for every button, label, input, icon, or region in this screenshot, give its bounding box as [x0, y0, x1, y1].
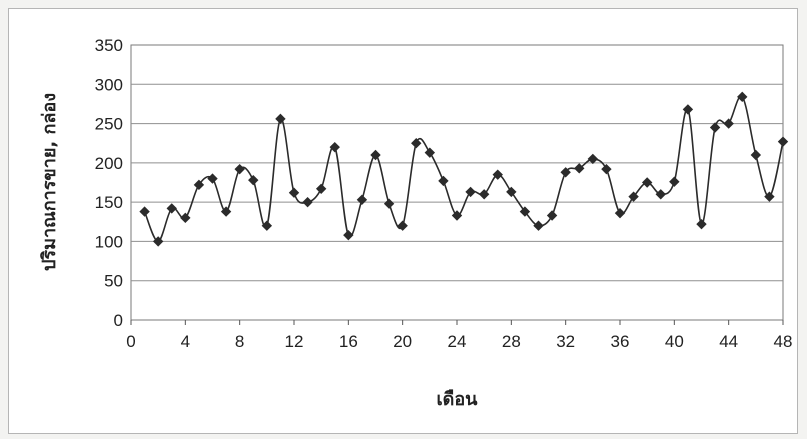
data-point	[451, 210, 463, 221]
data-point	[655, 189, 666, 200]
data-point	[574, 163, 585, 174]
data-point	[682, 104, 694, 115]
data-point	[383, 198, 395, 209]
x-tick-label: 8	[235, 332, 244, 351]
y-tick-label: 0	[114, 311, 123, 330]
x-tick-label: 44	[719, 332, 738, 351]
plot-area	[130, 44, 784, 321]
y-tick-labels: 0 50 100 150 200 250 300 350	[95, 36, 123, 330]
data-point	[248, 174, 259, 186]
y-tick-label: 100	[95, 232, 123, 251]
y-axis-title: ปริมาณการขาย, กล่อง	[39, 93, 60, 271]
x-tick-label: 40	[665, 332, 684, 351]
data-point	[193, 179, 205, 191]
x-tick-label: 28	[502, 332, 521, 351]
data-point	[628, 191, 639, 202]
data-point	[397, 220, 408, 231]
data-point	[669, 176, 680, 187]
data-point	[220, 206, 232, 217]
data-point	[465, 186, 476, 198]
data-point	[614, 207, 626, 219]
data-point	[261, 220, 273, 231]
x-tick-label: 16	[339, 332, 358, 351]
data-point	[764, 191, 775, 202]
data-point	[234, 163, 245, 175]
data-point	[139, 206, 150, 217]
chart-frame: 0 50 100 150 200 250 300 350 0 4 8 12 16 20 24 28 32 36 4…	[8, 8, 798, 434]
y-tick-label: 300	[95, 75, 123, 94]
data-point	[302, 196, 313, 208]
x-tick-label: 48	[774, 332, 793, 351]
y-tick-label: 200	[95, 154, 123, 173]
x-tick-label: 32	[556, 332, 575, 351]
x-axis-title: เดือน	[437, 389, 479, 410]
y-tick-label: 250	[95, 115, 123, 134]
y-tick-label: 350	[95, 36, 123, 55]
y-tick-label: 150	[95, 193, 123, 212]
data-point	[560, 167, 571, 178]
data-point	[641, 177, 653, 188]
y-tick-label: 50	[104, 272, 123, 291]
data-point	[723, 118, 734, 129]
data-point	[737, 91, 748, 103]
data-point	[166, 203, 177, 214]
data-point	[288, 187, 300, 198]
data-point	[777, 136, 789, 147]
data-point	[356, 194, 368, 205]
data-point	[329, 141, 340, 153]
x-tick-label: 20	[393, 332, 412, 351]
data-point	[411, 138, 422, 149]
data-point	[533, 220, 544, 231]
x-tick-label: 36	[611, 332, 630, 351]
data-point	[546, 210, 558, 221]
data-point	[275, 113, 286, 125]
x-tick-label: 4	[181, 332, 190, 351]
data-point	[207, 173, 218, 184]
data-markers	[139, 91, 789, 247]
data-point	[180, 212, 191, 224]
x-tick-label: 24	[448, 332, 467, 351]
data-point	[696, 218, 707, 230]
x-tick-label: 12	[285, 332, 304, 351]
data-point	[750, 149, 762, 161]
x-tick-labels: 0 4 8 12 16 20 24 28 32 36 40 44 48	[126, 320, 792, 351]
data-point	[424, 147, 436, 158]
data-point	[438, 175, 449, 187]
data-point	[152, 236, 164, 247]
data-point	[492, 169, 503, 180]
data-point	[601, 163, 612, 175]
data-point	[478, 189, 490, 200]
data-point	[370, 149, 381, 161]
gridlines	[131, 83, 783, 282]
x-tick-label: 0	[126, 332, 135, 351]
data-point	[343, 229, 354, 241]
data-point	[587, 153, 599, 165]
data-point	[519, 206, 531, 217]
data-point	[315, 183, 327, 194]
